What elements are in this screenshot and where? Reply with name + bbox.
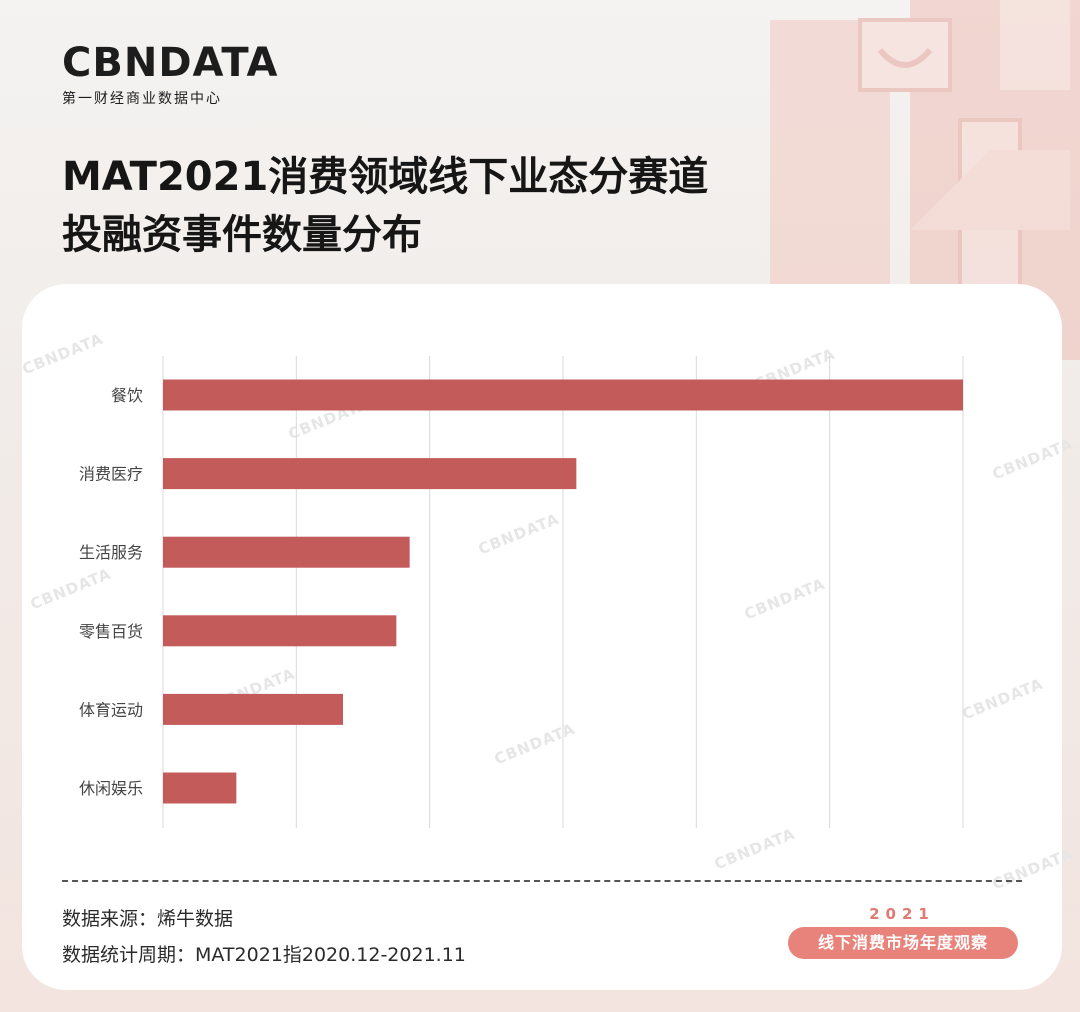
category-label: 消费医疗 <box>79 465 143 484</box>
badge-year: 2021 <box>869 905 935 923</box>
bar-3 <box>163 615 397 647</box>
bar-2 <box>163 536 410 568</box>
page-title: MAT2021消费领域线下业态分赛道 投融资事件数量分布 <box>62 148 708 264</box>
title-line-1: MAT2021消费领域线下业态分赛道 <box>62 154 709 200</box>
badge-label: 线下消费市场年度观察 <box>788 927 1018 959</box>
category-label: 餐饮 <box>111 386 143 405</box>
category-label: 体育运动 <box>79 700 143 719</box>
cbndata-logo: CBNDATA 第一财经商业数据中心 <box>62 40 279 108</box>
logo-subtitle: 第一财经商业数据中心 <box>62 91 222 107</box>
category-label: 生活服务 <box>79 543 143 562</box>
data-source: 数据来源：烯牛数据 <box>62 908 234 930</box>
bar-4 <box>163 693 343 725</box>
category-label: 零售百货 <box>79 622 143 641</box>
bar-0 <box>163 379 963 411</box>
data-period: 数据统计周期：MAT2021指2020.12-2021.11 <box>62 944 466 966</box>
building-illustration <box>770 0 1080 360</box>
category-label: 休闲娱乐 <box>79 779 143 798</box>
bar-1 <box>163 458 577 490</box>
annual-badge: 2021 线下消费市场年度观察 <box>782 905 1022 961</box>
title-line-2: 投融资事件数量分布 <box>62 212 422 258</box>
bar-5 <box>163 772 237 804</box>
logo-wordmark: CBNDATA <box>62 40 279 86</box>
footer-divider <box>62 880 1022 882</box>
